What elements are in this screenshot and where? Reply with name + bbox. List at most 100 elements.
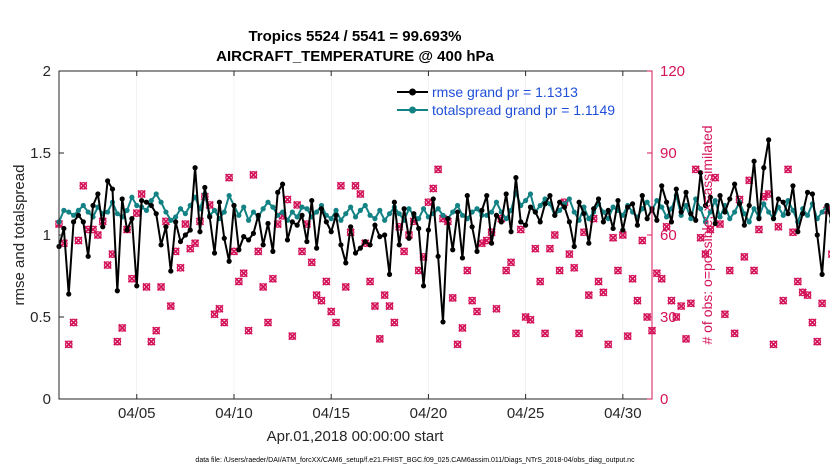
obs-possible-marker (755, 225, 763, 234)
obs-assimilated-marker (254, 247, 263, 256)
obs-possible-marker (157, 283, 165, 291)
totalspread-point (173, 214, 179, 220)
obs-possible-marker (74, 236, 83, 245)
rmse-point (226, 258, 232, 264)
rmse-point (795, 229, 801, 235)
rmse-point (333, 212, 339, 218)
obs-assimilated-marker (385, 301, 394, 311)
obs-possible-marker (526, 315, 535, 324)
chart-title: Tropics 5524 / 5541 = 99.693% (248, 28, 461, 45)
x-tick-label: 04/05 (118, 405, 156, 422)
obs-assimilated-marker (531, 244, 540, 253)
rmse-point (401, 206, 407, 212)
rmse-point (595, 196, 602, 202)
totalspread-point (143, 207, 150, 213)
obs-possible-marker (784, 165, 792, 174)
rmse-point (785, 211, 791, 217)
rmse-point (440, 319, 446, 325)
obs-possible-marker (312, 291, 321, 299)
totalspread-point (357, 207, 363, 213)
obs-possible-marker (667, 296, 676, 305)
obs-possible-marker (79, 181, 88, 190)
rmse-point (459, 255, 466, 261)
obs-assimilated-marker (463, 266, 472, 275)
obs-assimilated-marker (633, 296, 642, 305)
obs-possible-marker (575, 329, 583, 338)
obs-assimilated-marker (424, 198, 433, 207)
obs-possible-marker (740, 253, 749, 261)
obs-possible-marker (512, 329, 520, 338)
rmse-point (231, 202, 237, 209)
obs-assimilated-marker (803, 290, 812, 300)
obs-assimilated-marker (749, 266, 759, 275)
legend-rmse-marker (409, 88, 416, 96)
y-tick-label-right: 30 (660, 309, 677, 326)
obs-assimilated-marker (433, 165, 443, 174)
obs-possible-marker (332, 318, 340, 327)
rmse-point (663, 199, 670, 205)
obs-possible-marker (803, 291, 812, 299)
rmse-point (216, 199, 223, 205)
obs-possible-marker (181, 220, 190, 228)
totalspread-point (314, 209, 320, 215)
obs-assimilated-marker (521, 312, 530, 322)
rmse-point (547, 193, 553, 199)
totalspread-point (289, 209, 295, 215)
obs-possible-marker (696, 233, 705, 242)
obs-assimilated-marker (224, 173, 234, 182)
rmse-point (425, 227, 432, 233)
totalspread-point (265, 199, 271, 205)
totalspread-point (435, 206, 441, 212)
totalspread-point (420, 206, 427, 212)
rmse-point (814, 232, 820, 238)
obs-assimilated-marker (79, 181, 88, 190)
x-tick-label: 04/10 (215, 405, 253, 422)
obs-assimilated-marker (137, 189, 146, 199)
rmse-point (474, 248, 480, 254)
obs-assimilated-marker (118, 323, 127, 333)
rmse-point (416, 225, 422, 232)
y-tick-label-right: 60 (660, 227, 677, 244)
rmse-point (557, 199, 563, 205)
obs-assimilated-marker (730, 329, 739, 338)
rmse-point (192, 165, 198, 171)
obs-possible-marker (463, 266, 472, 275)
obs-possible-marker (687, 299, 695, 308)
rmse-point (518, 219, 524, 225)
totalspread-point (85, 209, 91, 215)
obs-possible-marker (113, 337, 122, 346)
totalspread-point (114, 211, 120, 217)
obs-possible-marker (351, 181, 360, 190)
obs-assimilated-marker (681, 334, 691, 344)
totalspread-point (663, 214, 670, 220)
rmse-point (85, 253, 91, 259)
totalspread-point (459, 212, 466, 218)
obs-possible-marker (166, 302, 175, 310)
obs-assimilated-marker (793, 277, 802, 286)
totalspread-point (382, 217, 388, 223)
totalspread-point (299, 204, 305, 210)
totalspread-point (566, 196, 572, 202)
obs-possible-marker (434, 165, 442, 174)
rmse-point (250, 230, 257, 236)
obs-assimilated-marker (244, 326, 253, 335)
obs-assimilated-marker (429, 184, 438, 193)
rmse-point (265, 220, 271, 227)
obs-possible-marker (609, 233, 617, 242)
obs-possible-marker (550, 231, 559, 239)
obs-assimilated-marker (657, 274, 666, 283)
totalspread-point (396, 211, 402, 217)
rmse-point (124, 227, 130, 233)
rmse-point (693, 217, 699, 223)
totalspread-point (440, 212, 446, 218)
rmse-point (591, 206, 597, 212)
obs-assimilated-marker (720, 310, 730, 319)
rmse-point (586, 240, 592, 246)
totalspread-point (148, 197, 154, 204)
rmse-point (698, 170, 704, 176)
rmse-point (542, 201, 548, 207)
obs-possible-marker (793, 277, 802, 286)
totalspread-point (702, 219, 709, 225)
rmse-point (367, 242, 373, 248)
